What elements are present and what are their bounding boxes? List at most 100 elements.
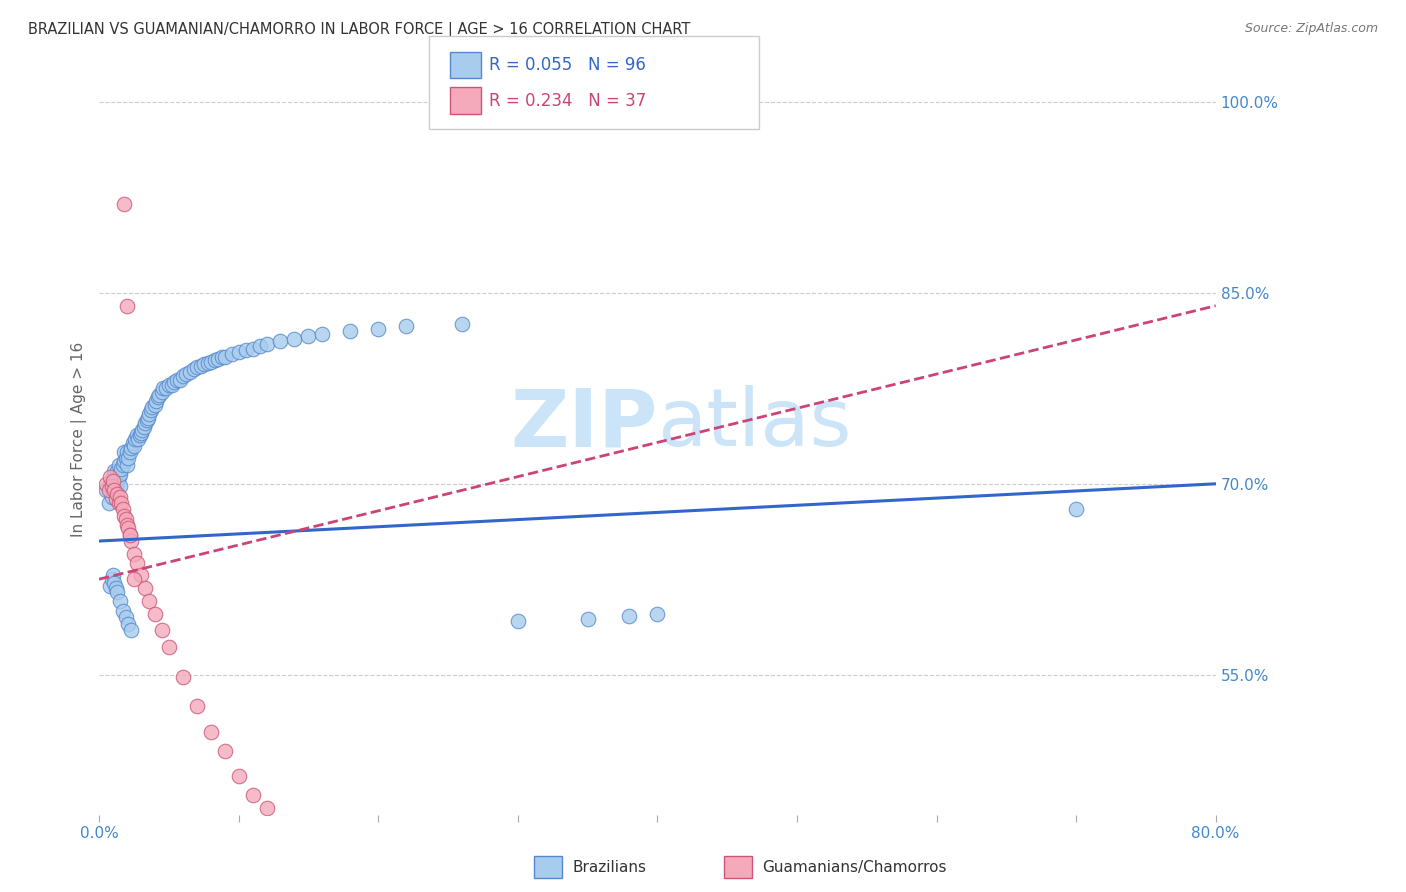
Point <box>107 458 129 472</box>
Point <box>103 483 125 498</box>
Text: R = 0.055   N = 96: R = 0.055 N = 96 <box>489 56 647 74</box>
Point <box>104 470 127 484</box>
Point <box>103 476 125 491</box>
Point <box>138 407 160 421</box>
Point <box>174 368 197 382</box>
Point <box>143 607 166 621</box>
Point <box>108 479 131 493</box>
Point <box>129 568 152 582</box>
Point <box>105 487 128 501</box>
Point <box>108 490 131 504</box>
Point <box>200 724 222 739</box>
Point <box>647 607 669 621</box>
Point <box>155 381 177 395</box>
Point <box>166 372 188 386</box>
Point <box>367 321 389 335</box>
Point <box>98 476 121 491</box>
Point <box>129 425 152 440</box>
Point <box>131 423 153 437</box>
Point <box>117 616 139 631</box>
Text: R = 0.234   N = 37: R = 0.234 N = 37 <box>489 92 647 110</box>
Point <box>157 377 180 392</box>
Point <box>145 394 167 409</box>
Point <box>111 502 134 516</box>
Point <box>125 428 148 442</box>
Point <box>235 343 257 358</box>
Point <box>101 568 124 582</box>
Point <box>200 354 222 368</box>
Point <box>100 479 122 493</box>
Point <box>269 334 291 349</box>
Point <box>111 458 134 472</box>
Point <box>108 467 131 481</box>
Point <box>94 483 117 498</box>
Point <box>311 326 333 341</box>
Point <box>120 623 142 637</box>
Point <box>118 445 141 459</box>
Point <box>134 581 156 595</box>
Point <box>110 461 132 475</box>
Point <box>146 390 169 404</box>
Point <box>163 375 186 389</box>
Point <box>112 197 135 211</box>
Point <box>115 445 138 459</box>
Point <box>211 350 233 364</box>
Point <box>132 419 155 434</box>
Point <box>118 527 141 541</box>
Point <box>139 403 162 417</box>
Point <box>204 353 226 368</box>
Point <box>186 359 208 374</box>
Text: Guamanians/Chamorros: Guamanians/Chamorros <box>762 860 946 874</box>
Point <box>207 352 229 367</box>
Point <box>125 556 148 570</box>
Point <box>117 521 139 535</box>
Point <box>94 476 117 491</box>
Point <box>104 581 127 595</box>
Point <box>101 475 124 489</box>
Point <box>108 594 131 608</box>
Text: BRAZILIAN VS GUAMANIAN/CHAMORRO IN LABOR FORCE | AGE > 16 CORRELATION CHART: BRAZILIAN VS GUAMANIAN/CHAMORRO IN LABOR… <box>28 22 690 38</box>
Point <box>169 372 191 386</box>
Point <box>114 512 136 526</box>
Point <box>104 491 127 506</box>
Point <box>122 572 145 586</box>
Point <box>120 534 142 549</box>
Point <box>1064 502 1087 516</box>
Point <box>506 614 529 628</box>
Point <box>101 470 124 484</box>
Point <box>150 623 173 637</box>
Point <box>107 470 129 484</box>
Point <box>117 451 139 466</box>
Point <box>134 416 156 430</box>
Y-axis label: In Labor Force | Age > 16: In Labor Force | Age > 16 <box>72 342 87 537</box>
Point <box>110 496 132 510</box>
Point <box>122 439 145 453</box>
Point <box>114 451 136 466</box>
Point <box>186 699 208 714</box>
Point <box>121 436 143 450</box>
Point <box>242 342 264 356</box>
Point <box>120 441 142 455</box>
Point <box>228 344 250 359</box>
Point <box>114 610 136 624</box>
Point <box>141 401 163 415</box>
Point <box>228 769 250 783</box>
Point <box>105 476 128 491</box>
Point <box>105 464 128 478</box>
Point <box>249 339 271 353</box>
Point <box>179 365 201 379</box>
Point <box>112 445 135 459</box>
Point <box>297 329 319 343</box>
Point <box>283 332 305 346</box>
Point <box>97 496 120 510</box>
Point <box>221 347 243 361</box>
Point <box>152 381 174 395</box>
Point <box>339 324 361 338</box>
Point <box>150 385 173 400</box>
Point <box>576 612 599 626</box>
Point <box>172 368 194 383</box>
Point <box>619 609 641 624</box>
Point <box>138 594 160 608</box>
Point <box>143 398 166 412</box>
Point <box>136 410 159 425</box>
